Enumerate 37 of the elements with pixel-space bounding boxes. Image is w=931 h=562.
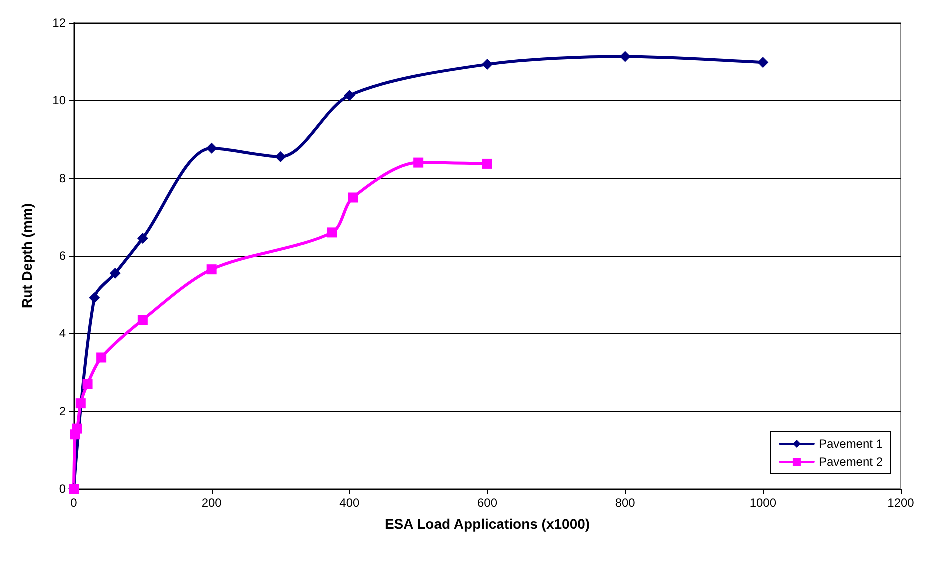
y-axis-title: Rut Depth (mm)	[19, 204, 35, 308]
point	[110, 268, 121, 279]
point	[482, 158, 492, 169]
legend-label: Pavement 1	[818, 437, 884, 451]
point	[327, 228, 338, 238]
point	[414, 158, 424, 168]
point	[206, 142, 218, 154]
x-tick-label: 0	[70, 496, 78, 510]
y-tick-label: 8	[59, 171, 66, 186]
x-axis-title: ESA Load Applications (x1000)	[384, 516, 590, 532]
x-tick-label: 1200	[888, 496, 915, 510]
y-tick-label: 2	[59, 404, 66, 418]
point	[138, 315, 148, 326]
y-tick-label: 12	[52, 16, 66, 30]
y-tick-label: 6	[59, 249, 66, 263]
point	[620, 51, 631, 62]
point	[758, 57, 769, 68]
y-tick-label: 4	[59, 326, 66, 341]
point	[275, 151, 286, 162]
legend-label: Pavement 2	[818, 455, 884, 469]
x-tick-label: 600	[477, 496, 498, 510]
y-tick-label: 0	[59, 482, 66, 496]
point	[206, 264, 217, 275]
x-tick-label: 800	[615, 496, 636, 510]
point	[89, 292, 100, 304]
point	[96, 352, 107, 363]
point	[348, 192, 358, 203]
x-tick-label: 200	[202, 496, 222, 510]
point	[76, 398, 86, 409]
point	[482, 59, 493, 70]
point	[82, 379, 93, 390]
point	[344, 90, 356, 102]
x-tick-label: 400	[340, 496, 360, 510]
y-tick-label: 10	[52, 94, 66, 108]
point	[137, 233, 148, 244]
x-tick-label: 1000	[750, 496, 777, 510]
point	[72, 424, 82, 434]
